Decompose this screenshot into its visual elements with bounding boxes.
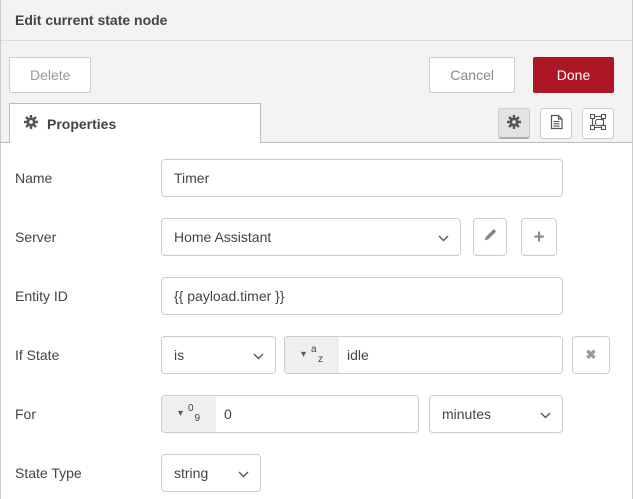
for-value-input[interactable] (216, 396, 418, 432)
if-state-operator-select[interactable]: is (161, 336, 276, 374)
name-row: Name (15, 159, 632, 197)
close-icon: ✖ (585, 347, 597, 362)
for-row: For ▾ 0 9 minutes (15, 395, 632, 433)
state-type-label: State Type (15, 465, 82, 481)
string-type-icon: a z (311, 344, 324, 365)
for-unit-value: minutes (442, 406, 492, 422)
if-state-typed-input: ▾ a z (284, 336, 563, 374)
if-state-label: If State (15, 347, 60, 363)
entity-id-row: Entity ID (15, 277, 632, 315)
state-type-row: State Type string (15, 454, 632, 492)
clear-if-state-button[interactable]: ✖ (572, 336, 610, 374)
tab-bar: Properties (1, 102, 632, 143)
caret-down-icon: ▾ (300, 349, 307, 360)
plus-icon: + (533, 226, 545, 248)
if-state-operator-value: is (174, 347, 185, 363)
name-input[interactable] (161, 159, 563, 197)
add-server-button[interactable]: + (521, 218, 557, 256)
gear-icon (24, 115, 38, 132)
cancel-button[interactable]: Cancel (429, 57, 515, 93)
name-label: Name (15, 170, 53, 186)
description-tab-button[interactable] (540, 108, 572, 139)
for-unit-select[interactable]: minutes (429, 395, 563, 433)
pencil-icon (483, 228, 497, 247)
edit-server-button[interactable] (473, 218, 507, 256)
if-state-type-button[interactable]: ▾ a z (285, 337, 339, 373)
dialog-toolbar: Delete Cancel Done (1, 41, 632, 102)
entity-id-input[interactable] (161, 277, 563, 315)
tab-properties-label: Properties (47, 115, 117, 132)
for-label: For (15, 406, 36, 422)
appearance-icon (589, 113, 607, 133)
server-select-value: Home Assistant (174, 229, 272, 245)
server-label: Server (15, 229, 57, 245)
gear-icon (507, 114, 521, 132)
chevron-down-icon (540, 406, 551, 422)
state-type-select[interactable]: string (161, 454, 261, 492)
server-row: Server Home Assistant + (15, 218, 632, 256)
chevron-down-icon (238, 465, 249, 481)
appearance-tab-button[interactable] (582, 108, 614, 139)
properties-tab-button[interactable] (498, 108, 530, 139)
tab-button-group (498, 108, 614, 139)
for-typed-input: ▾ 0 9 (161, 395, 419, 433)
number-type-icon: 0 9 (188, 403, 201, 424)
done-button[interactable]: Done (533, 57, 614, 93)
delete-button[interactable]: Delete (9, 57, 92, 93)
chevron-down-icon (438, 229, 449, 245)
tab-properties[interactable]: Properties (9, 103, 261, 143)
if-state-row: If State is ▾ a z ✖ (15, 336, 632, 374)
server-select[interactable]: Home Assistant (161, 218, 461, 256)
if-state-value-input[interactable] (339, 337, 562, 373)
caret-down-icon: ▾ (177, 408, 184, 419)
dialog-title: Edit current state node (15, 12, 168, 28)
properties-form: Name Server Home Assistant + (1, 143, 632, 499)
for-type-button[interactable]: ▾ 0 9 (162, 396, 216, 432)
chevron-down-icon (253, 347, 264, 363)
document-icon (549, 114, 564, 133)
entity-id-label: Entity ID (15, 288, 68, 304)
dialog-header: Edit current state node (1, 0, 632, 41)
state-type-value: string (174, 465, 209, 481)
